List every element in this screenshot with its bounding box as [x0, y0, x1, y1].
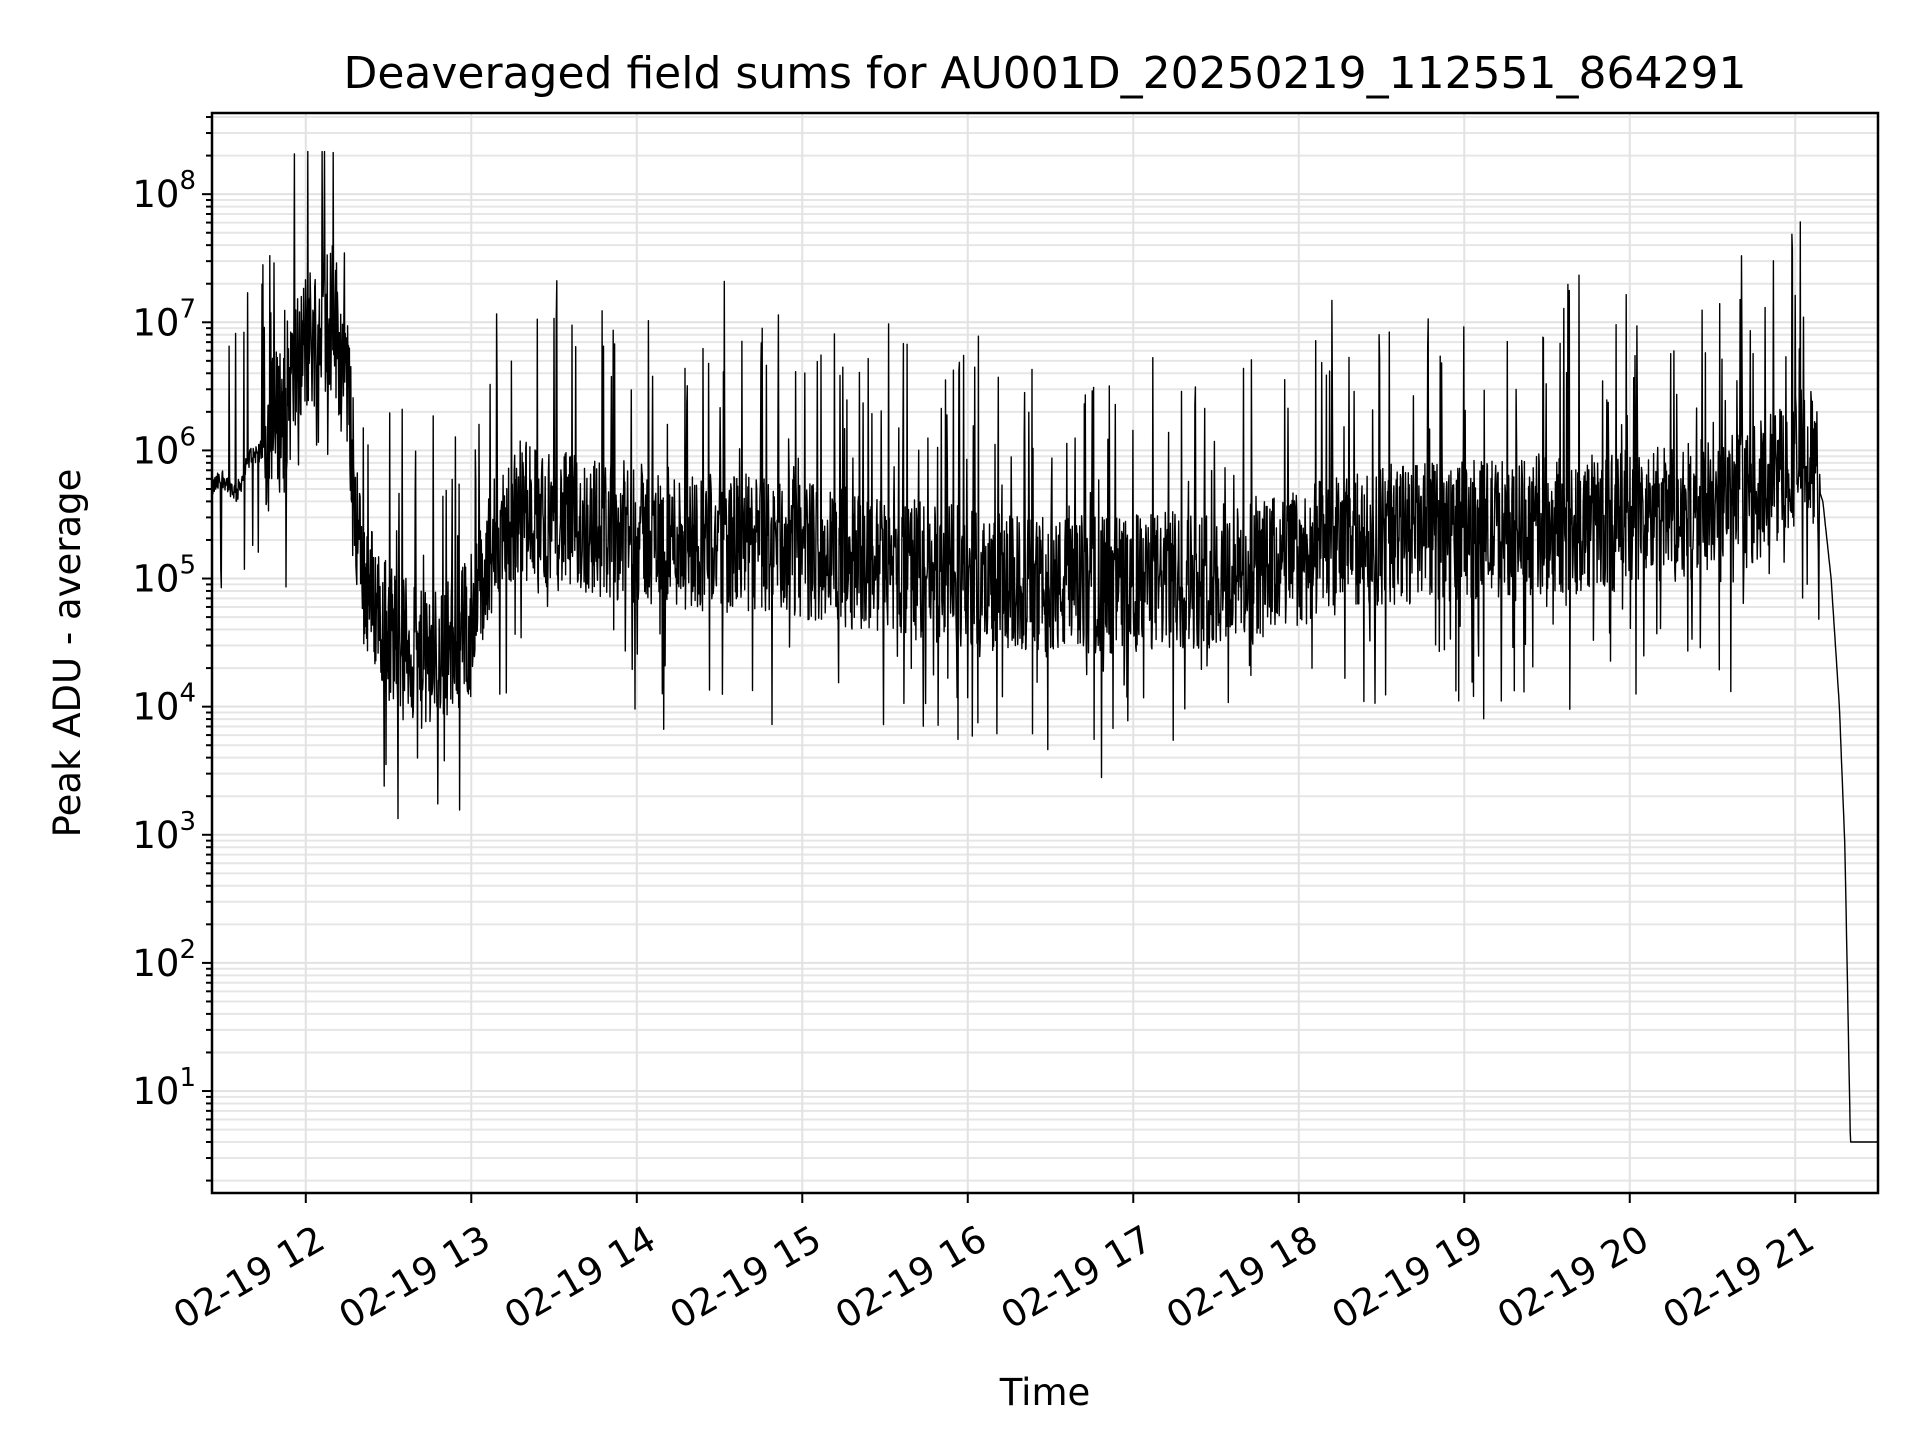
- y-tick-label: 105: [132, 551, 196, 601]
- y-tick-label: 107: [132, 294, 196, 344]
- y-tick-base: 10: [132, 558, 179, 601]
- series-line: [211, 150, 1879, 1143]
- y-tick-exponent: 4: [179, 679, 196, 709]
- y-tick-exponent: 2: [179, 935, 196, 965]
- y-axis-label: Peak ADU - average: [46, 469, 89, 838]
- y-tick-base: 10: [132, 686, 179, 729]
- y-tick-base: 10: [132, 429, 179, 472]
- y-tick-label: 101: [132, 1063, 196, 1113]
- y-tick-label: 108: [132, 166, 196, 216]
- y-tick-exponent: 7: [179, 294, 196, 324]
- plot-frame: [210, 111, 1880, 1195]
- y-tick-base: 10: [132, 173, 179, 216]
- y-tick-exponent: 3: [179, 807, 196, 837]
- y-tick-base: 10: [132, 301, 179, 344]
- y-tick-base: 10: [132, 814, 179, 857]
- y-tick-exponent: 8: [179, 166, 196, 196]
- chart-title: Deaveraged field sums for AU001D_2025021…: [343, 48, 1746, 99]
- y-tick-exponent: 1: [179, 1063, 196, 1093]
- y-tick-base: 10: [132, 942, 179, 985]
- y-tick-exponent: 6: [179, 422, 196, 452]
- y-tick-base: 10: [132, 1070, 179, 1113]
- y-tick-label: 104: [132, 679, 196, 729]
- series-layer: [211, 150, 1879, 1143]
- y-tick-label: 103: [132, 807, 196, 857]
- grid-layer: [212, 113, 1878, 1193]
- y-tick-exponent: 5: [179, 551, 196, 581]
- y-tick-label: 102: [132, 935, 196, 985]
- y-tick-label: 106: [132, 422, 196, 472]
- x-axis-label: Time: [999, 1371, 1091, 1414]
